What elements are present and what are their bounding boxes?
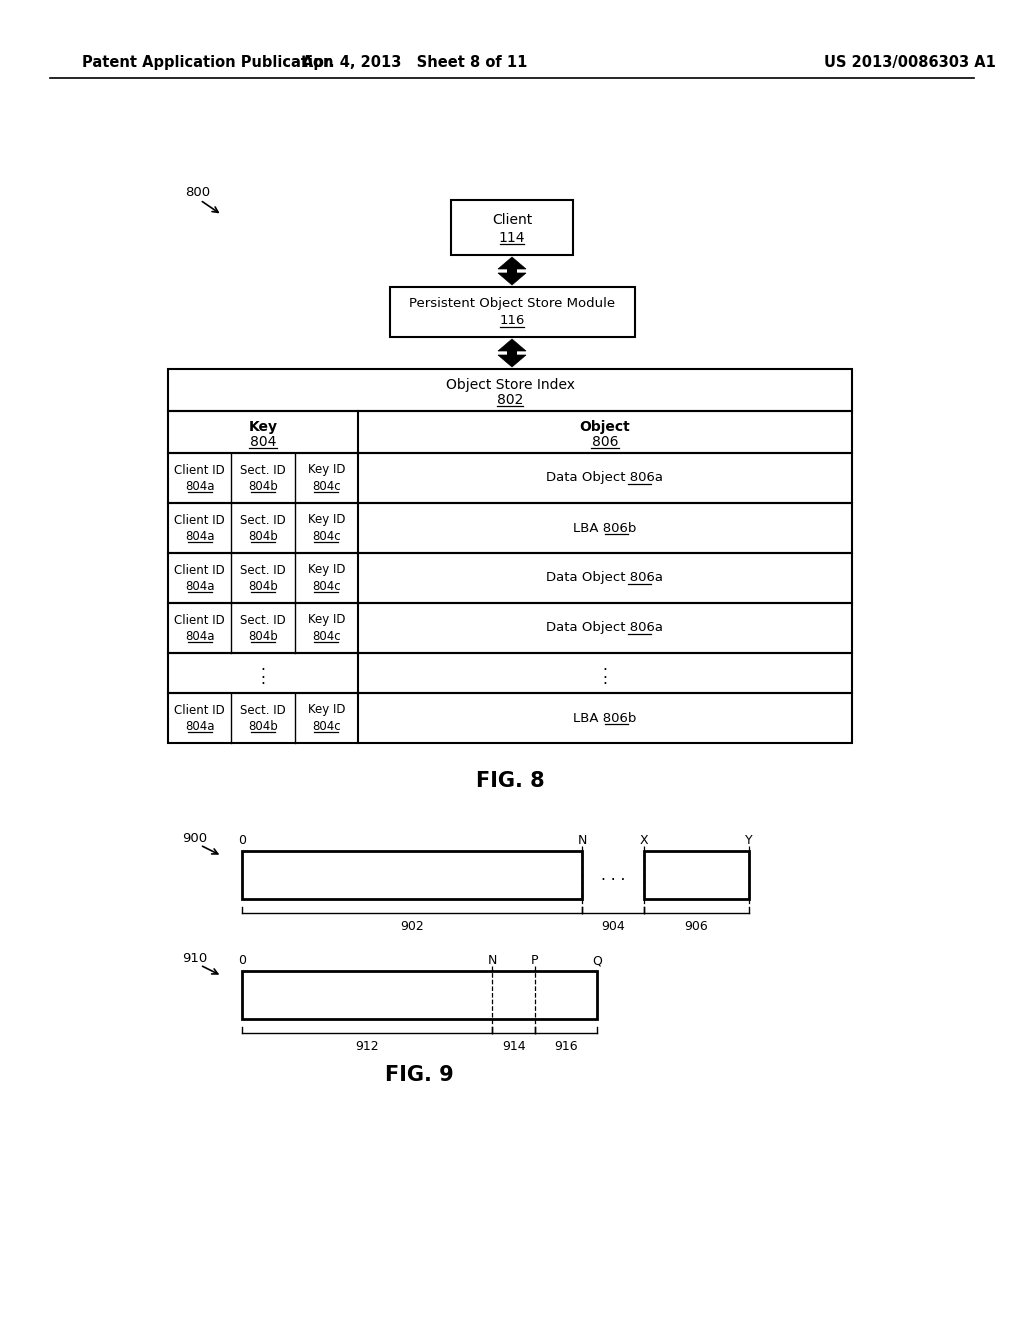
Text: 804b: 804b [248,579,278,593]
Text: Persistent Object Store Module: Persistent Object Store Module [409,297,615,310]
Text: 906: 906 [685,920,709,933]
Bar [644,851,749,899]
Text: Apr. 4, 2013   Sheet 8 of 11: Apr. 4, 2013 Sheet 8 of 11 [302,54,527,70]
Bar [507,351,517,355]
Text: Object: Object [580,420,631,434]
Text: 804a: 804a [185,630,214,643]
Bar [507,269,517,273]
Text: LBA 806b: LBA 806b [573,711,637,725]
Text: 116: 116 [500,314,524,327]
Bar [168,553,852,603]
Text: 912: 912 [355,1040,379,1053]
Text: 802: 802 [497,393,523,407]
Text: 804a: 804a [185,479,214,492]
Text: . . .: . . . [601,867,626,883]
Text: Client ID: Client ID [174,704,225,717]
Text: .: . [260,659,265,673]
Text: Data Object 806a: Data Object 806a [547,622,664,635]
Bar [451,201,573,255]
Text: N: N [487,954,497,968]
Bar [242,972,597,1019]
Bar [168,453,852,503]
Text: Object Store Index: Object Store Index [445,378,574,392]
Text: FIG. 9: FIG. 9 [385,1065,454,1085]
Text: 804c: 804c [312,529,341,543]
Polygon shape [498,273,526,285]
Text: Client ID: Client ID [174,513,225,527]
Text: .: . [602,659,607,673]
Text: 114: 114 [499,231,525,246]
Text: 902: 902 [400,920,424,933]
Bar [242,851,582,899]
Text: 804c: 804c [312,479,341,492]
Text: 806: 806 [592,436,618,449]
Bar [390,286,635,337]
Text: Y: Y [745,834,753,847]
Text: 0: 0 [238,954,246,968]
Text: .: . [602,665,607,681]
Text: FIG. 8: FIG. 8 [476,771,545,791]
Text: X: X [640,834,648,847]
Text: Client: Client [492,213,532,227]
Text: 804b: 804b [248,479,278,492]
Text: 904: 904 [601,920,625,933]
Text: 914: 914 [502,1040,525,1053]
Text: 900: 900 [182,832,207,845]
Text: Key ID: Key ID [307,704,345,717]
Text: LBA 806b: LBA 806b [573,521,637,535]
Text: 804b: 804b [248,529,278,543]
Text: 800: 800 [185,186,210,198]
Text: 916: 916 [554,1040,578,1053]
Text: Client ID: Client ID [174,463,225,477]
Text: Key ID: Key ID [307,513,345,527]
Text: .: . [260,672,265,688]
Bar [168,653,852,693]
Text: Key: Key [249,420,278,434]
Polygon shape [498,257,526,269]
Text: 0: 0 [238,834,246,847]
Bar [168,503,852,553]
Text: N: N [578,834,587,847]
Polygon shape [498,355,526,367]
Text: Sect. ID: Sect. ID [240,513,286,527]
Text: Client ID: Client ID [174,614,225,627]
Text: 804c: 804c [312,579,341,593]
Text: Data Object 806a: Data Object 806a [547,572,664,585]
Text: 910: 910 [182,952,207,965]
Text: 804: 804 [250,436,276,449]
Bar [168,693,852,743]
Text: 804b: 804b [248,630,278,643]
Text: Sect. ID: Sect. ID [240,614,286,627]
Text: US 2013/0086303 A1: US 2013/0086303 A1 [824,54,996,70]
Text: 804b: 804b [248,719,278,733]
Text: Key ID: Key ID [307,463,345,477]
Text: Key ID: Key ID [307,614,345,627]
Text: .: . [602,672,607,688]
Polygon shape [498,339,526,351]
Bar [168,603,852,653]
Text: Client ID: Client ID [174,564,225,577]
Text: Sect. ID: Sect. ID [240,463,286,477]
Bar [168,370,852,411]
Text: Sect. ID: Sect. ID [240,564,286,577]
Text: 804c: 804c [312,630,341,643]
Bar [168,411,852,453]
Text: 804a: 804a [185,579,214,593]
Text: Data Object 806a: Data Object 806a [547,471,664,484]
Text: Q: Q [592,954,602,968]
Text: Key ID: Key ID [307,564,345,577]
Text: 804c: 804c [312,719,341,733]
Text: Patent Application Publication: Patent Application Publication [82,54,334,70]
Text: Sect. ID: Sect. ID [240,704,286,717]
Text: .: . [260,665,265,681]
Text: P: P [531,954,539,968]
Text: 804a: 804a [185,529,214,543]
Text: 804a: 804a [185,719,214,733]
